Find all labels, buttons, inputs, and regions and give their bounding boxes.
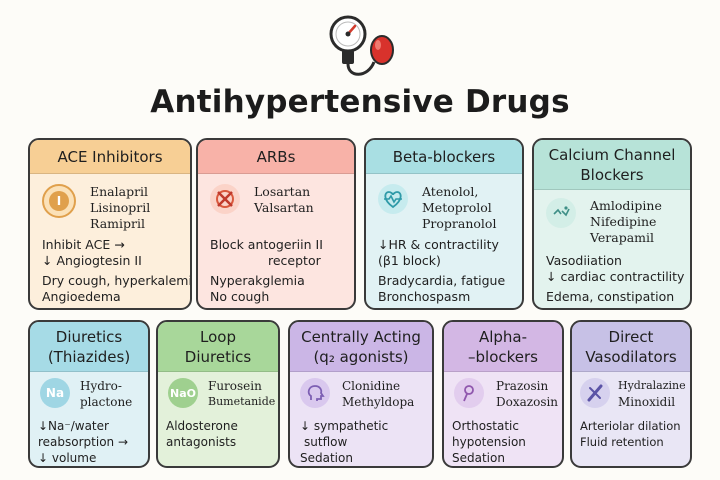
drug-name: Ramipril [90, 216, 145, 231]
mechanism-text: ↓HR & contractility (β1 block) [378, 237, 499, 268]
card-loop-diuretics: Loop Diuretics NaO Furosein Bumetanide A… [156, 320, 280, 468]
card-title: Beta-blockers [366, 140, 522, 174]
blood-pressure-gauge-icon [329, 15, 394, 76]
side-effects-text: Nyperakglemia No cough [210, 273, 305, 304]
drug-name: Methyldopa [342, 395, 415, 409]
card-centrally-acting: Centrally Acting (q₂ agonists) Clonidine… [288, 320, 434, 468]
drug-name: Amlodipine [590, 198, 662, 213]
card-alpha-blockers: Alpha- –blockers Prazosin Doxazosin Orth… [442, 320, 564, 468]
drug-list: Hydro- plactone [80, 378, 132, 410]
card-diuretics-thiazides: Diuretics (Thiazides) Na Hydro- plactone… [28, 320, 150, 468]
card-title: ARBs [198, 140, 354, 174]
drug-list: Clonidine Methyldopa [342, 378, 414, 410]
card-title: Diuretics (Thiazides) [30, 322, 148, 372]
pill-icon: I [42, 184, 76, 218]
salt-icon: NaO [168, 378, 198, 408]
vessel-icon [580, 378, 610, 408]
drug-name: Verapamil [590, 230, 655, 245]
drug-name: Hydralazine [618, 379, 686, 392]
mechanism-text: Inhibit ACE → ↓ Angiogtesin II [42, 237, 142, 268]
drug-name: Furosein [208, 379, 262, 393]
mechanism-text: ↓Na⁻/water reabsorption → ↓ volume [38, 419, 129, 465]
drug-name: Bumetanide [208, 395, 276, 408]
card-title: Loop Diuretics [158, 322, 278, 372]
drug-list: Enalapril Lisinopril Ramipril [90, 184, 150, 232]
drug-name: Enalapril [90, 184, 149, 199]
calcium-channel-icon [546, 198, 576, 228]
mechanism-text: Aldosterone antagonists [166, 419, 238, 449]
brain-head-icon [300, 378, 330, 408]
drug-name: Clonidine [342, 379, 401, 393]
card-title: ACE Inhibitors [30, 140, 190, 174]
mechanism-text: Block antogeriin II receptor [210, 237, 323, 268]
card-arbs: ARBs Losartan Valsartan Block antogeriin… [196, 138, 356, 310]
card-title: Direct Vasodilators [572, 322, 690, 372]
card-ace-inhibitors: ACE Inhibitors I Enalapril Lisinopril Ra… [28, 138, 192, 310]
drug-name: Losartan [254, 184, 311, 199]
drug-name: Valsartan [254, 200, 314, 215]
drug-list: Amlodipine Nifedipine Verapamil [590, 198, 662, 246]
drug-list: Hydralazine Minoxidil [618, 378, 686, 410]
drug-name: Lisinopril [90, 200, 151, 215]
card-title: Alpha- –blockers [444, 322, 562, 372]
card-direct-vasodilators: Direct Vasodilators Hydralazine Minoxidi… [570, 320, 692, 468]
drug-name: Prazosin [496, 379, 549, 393]
page-title: Antihypertensive Drugs [150, 84, 570, 120]
mechanism-text: Vasodiiation ↓ cardiac contractility [546, 253, 685, 284]
mechanism-text: Orthostatic hypotension Sedation [452, 419, 526, 465]
drug-list: Losartan Valsartan [254, 184, 314, 216]
side-effects-text: Bradycardia, fatigue Bronchospasm [378, 273, 506, 304]
mechanism-text: ↓ sympathetic sutflow Sedation [300, 419, 389, 465]
card-beta-blockers: Beta-blockers Atenolol, Metoprolol Propr… [364, 138, 524, 310]
drug-name: plactone [80, 395, 133, 409]
drug-name: Hydro- [80, 379, 122, 393]
side-effects-text: Dry cough, hyperkalemia Angioedema [42, 273, 192, 304]
side-effects-text: Edema, constipation [546, 289, 675, 304]
card-title: Centrally Acting (q₂ agonists) [290, 322, 432, 372]
drug-list: Furosein Bumetanide [208, 378, 275, 410]
drug-name: Propranolol [422, 216, 497, 231]
drug-name: Minoxidil [618, 395, 676, 409]
drug-name: Metoprolol [422, 200, 492, 215]
drug-name: Nifedipine [590, 214, 657, 229]
heart-rate-icon [378, 184, 408, 214]
blocked-receptor-icon [210, 184, 240, 214]
drug-name: Doxazosin [496, 395, 559, 409]
drug-name: Atenolol, [422, 184, 479, 199]
mechanism-text: Arteriolar dilation Fluid retention [580, 419, 681, 449]
alpha-receptor-icon [454, 378, 484, 408]
card-calcium-channel-blockers: Calcium Channel Blockers Amlodipine Nife… [532, 138, 692, 310]
drug-list: Atenolol, Metoprolol Propranolol [422, 184, 496, 232]
drug-list: Prazosin Doxazosin [496, 378, 558, 410]
card-title: Calcium Channel Blockers [534, 140, 690, 190]
sodium-icon: Na [40, 378, 70, 408]
